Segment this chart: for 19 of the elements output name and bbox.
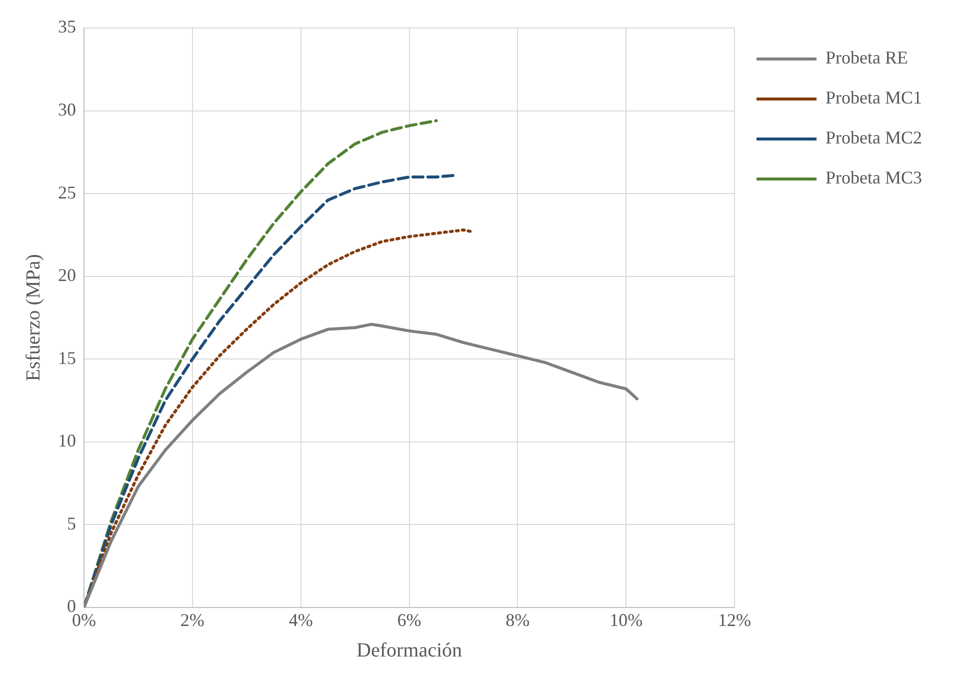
y-tick-label: 15: [58, 348, 76, 368]
x-tick-label: 2%: [180, 610, 204, 630]
x-tick-label: 6%: [397, 610, 422, 630]
x-tick-label: 12%: [718, 610, 752, 630]
legend-label: Probeta MC1: [826, 88, 922, 108]
legend-label: Probeta RE: [826, 48, 908, 68]
y-tick-label: 25: [58, 182, 76, 202]
y-tick-label: 30: [58, 100, 76, 120]
y-tick-label: 35: [58, 16, 76, 37]
x-tick-label: 10%: [610, 610, 643, 630]
y-tick-label: 10: [58, 430, 76, 451]
legend-label: Probeta MC3: [826, 168, 922, 188]
x-axis-title: Deformación: [356, 639, 462, 662]
y-tick-label: 5: [67, 513, 76, 534]
x-tick-label: 4%: [288, 610, 313, 630]
y-tick-label: 20: [58, 265, 76, 286]
x-tick-label: 8%: [506, 610, 530, 630]
legend-label: Probeta MC2: [826, 128, 922, 148]
y-axis-title: Esfuerzo (MPa): [22, 254, 44, 382]
